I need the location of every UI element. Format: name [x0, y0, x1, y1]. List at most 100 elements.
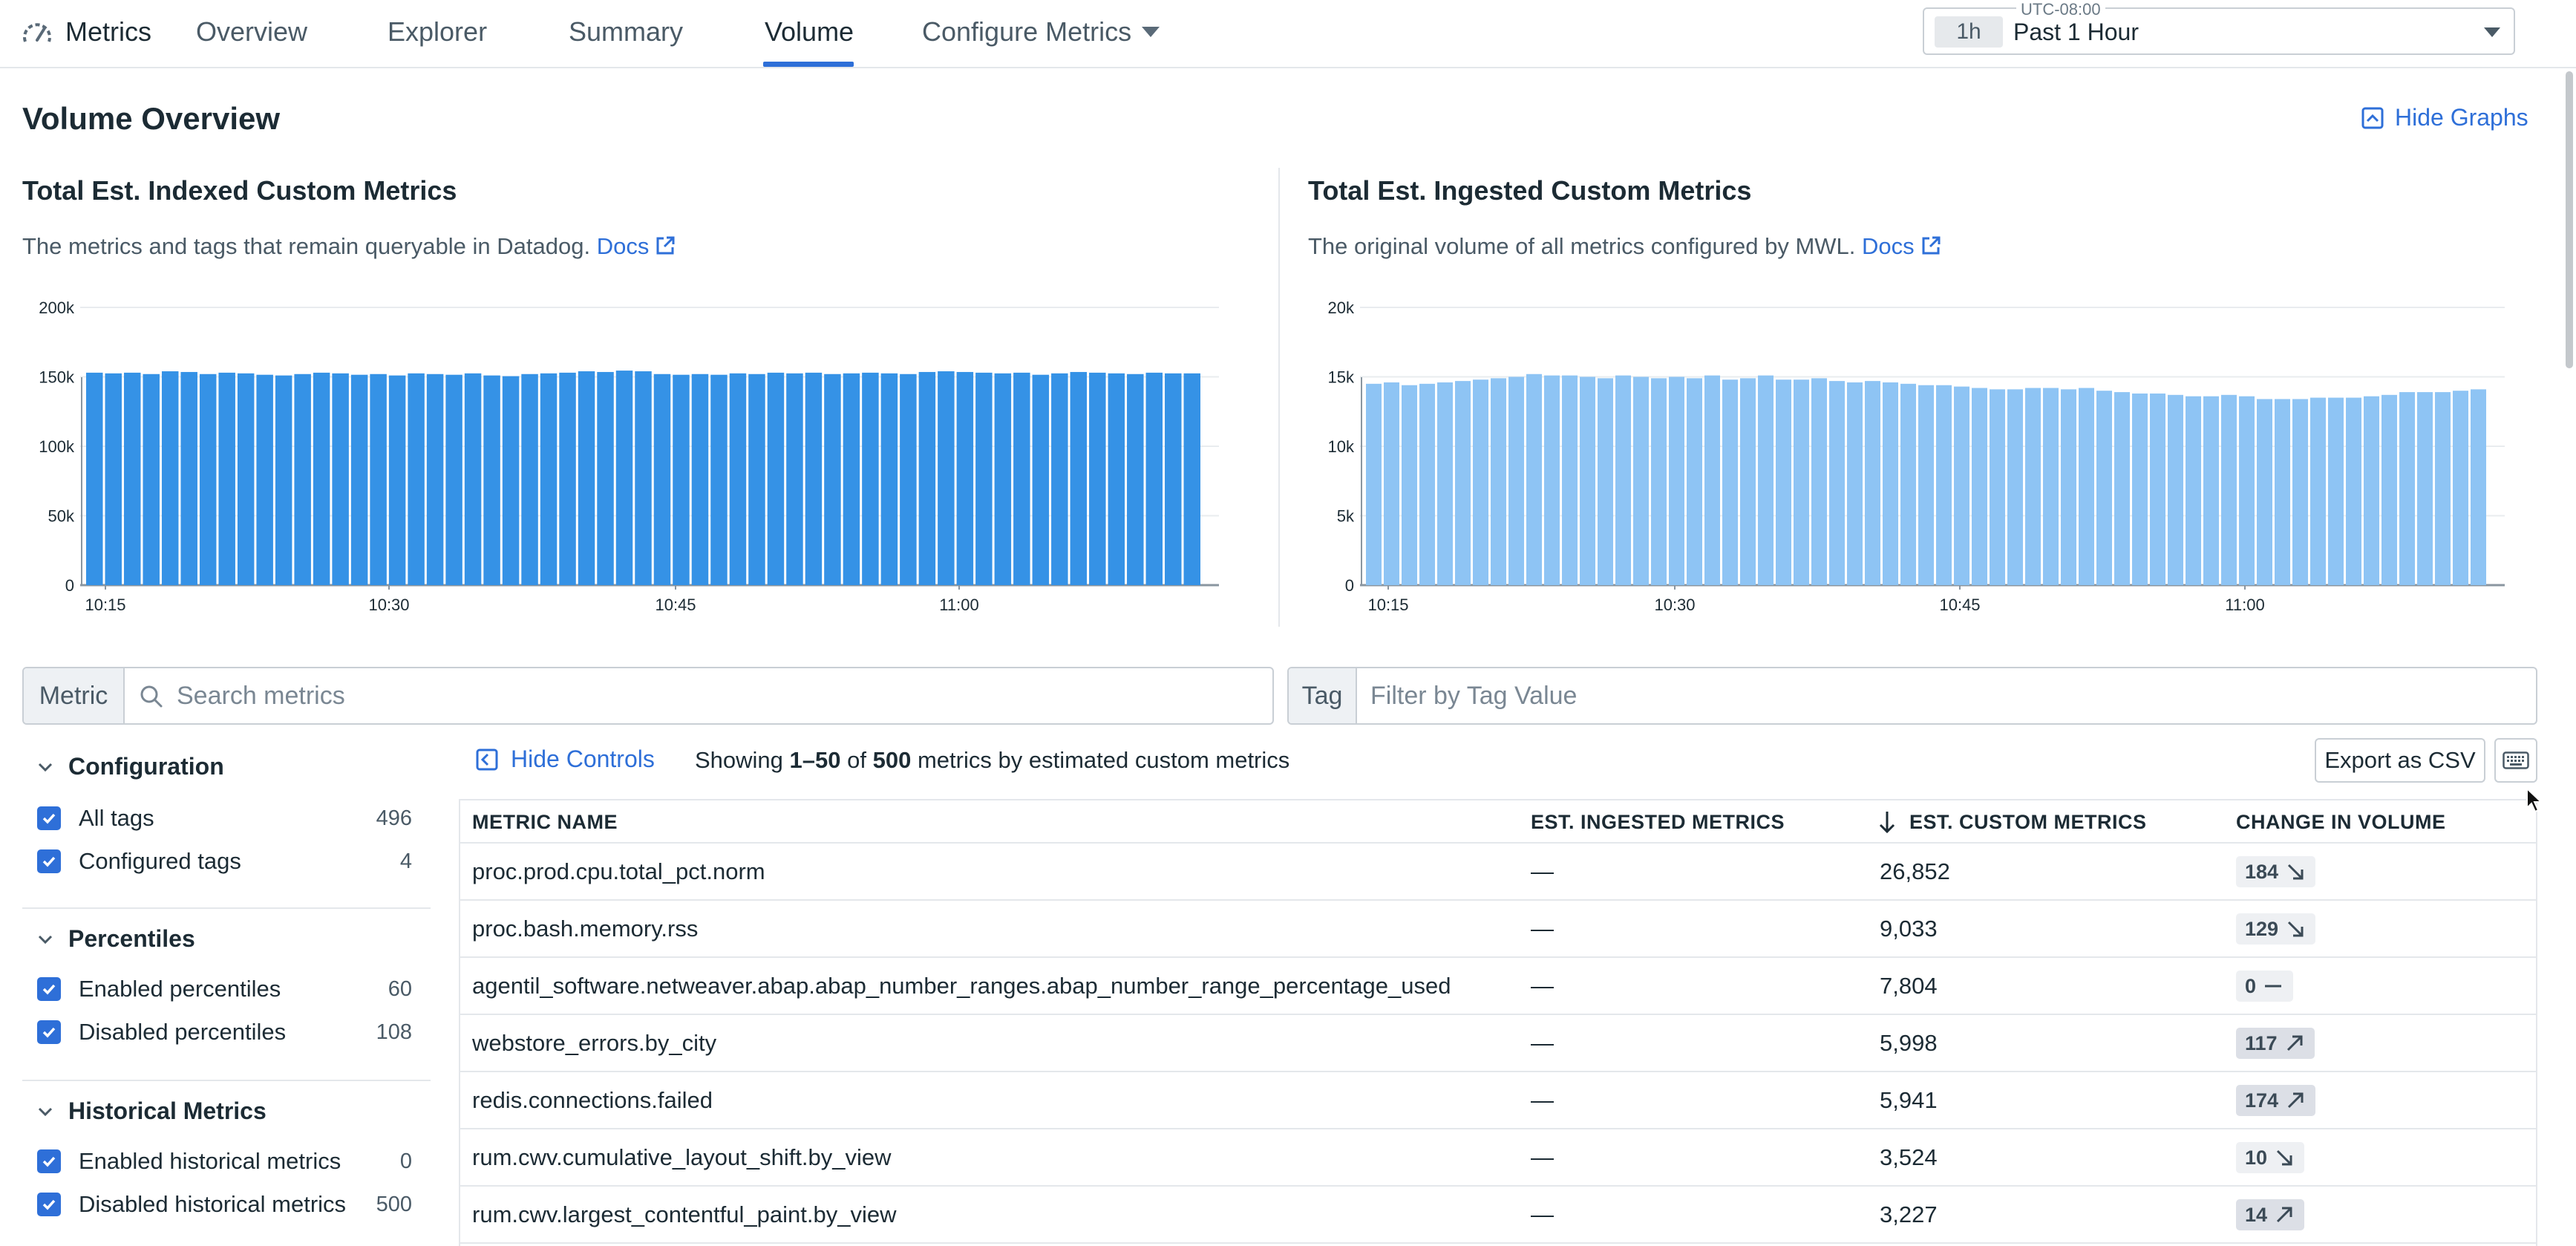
metric-search-input[interactable] — [177, 668, 1261, 723]
bar[interactable] — [2382, 394, 2397, 585]
bar[interactable] — [2417, 392, 2433, 585]
table-row[interactable]: webstore_errors.by_city — 5,998 117 — [460, 1015, 2536, 1072]
bar[interactable] — [199, 374, 217, 585]
bar[interactable] — [2275, 399, 2290, 585]
bar[interactable] — [2132, 393, 2148, 585]
bar[interactable] — [1145, 372, 1163, 585]
bar[interactable] — [1032, 374, 1050, 585]
bar[interactable] — [388, 375, 406, 585]
bar[interactable] — [2328, 397, 2344, 585]
bar[interactable] — [1526, 374, 1542, 585]
bar[interactable] — [1366, 383, 1382, 585]
bar[interactable] — [2061, 389, 2076, 585]
bar[interactable] — [1811, 378, 1827, 585]
bar[interactable] — [559, 372, 576, 585]
bar[interactable] — [275, 375, 292, 585]
bar[interactable] — [1722, 379, 1738, 585]
bar[interactable] — [578, 371, 595, 585]
bar[interactable] — [426, 374, 444, 585]
bar[interactable] — [1776, 379, 1791, 585]
bar[interactable] — [880, 373, 898, 585]
table-row[interactable]: rum.cwv.largest_contentful_paint.by_view… — [460, 1187, 2536, 1244]
bar[interactable] — [2292, 399, 2308, 585]
bar[interactable] — [2310, 397, 2326, 585]
bar[interactable] — [805, 372, 823, 585]
metric-name-cell[interactable]: rum.cwv.cumulative_layout_shift.by_view — [472, 1144, 892, 1170]
bar[interactable] — [464, 373, 482, 585]
bar[interactable] — [653, 374, 671, 585]
bar[interactable] — [1419, 383, 1435, 585]
bar[interactable] — [1758, 375, 1774, 585]
tab-overview[interactable]: Overview — [196, 16, 308, 47]
checkbox[interactable] — [37, 1193, 61, 1216]
bar[interactable] — [2114, 392, 2130, 585]
bar[interactable] — [313, 372, 330, 585]
page-scrollbar[interactable] — [2566, 71, 2573, 368]
bar[interactable] — [975, 372, 993, 585]
bar[interactable] — [408, 373, 425, 585]
bar[interactable] — [956, 371, 974, 585]
bar[interactable] — [1633, 376, 1649, 586]
bar[interactable] — [1491, 378, 1506, 585]
bar[interactable] — [1070, 371, 1088, 585]
bar[interactable] — [143, 374, 160, 585]
bar[interactable] — [2221, 394, 2237, 585]
time-range-picker[interactable]: 1h Past 1 Hour — [1923, 7, 2515, 55]
bar[interactable] — [161, 371, 179, 585]
bar[interactable] — [2239, 396, 2255, 585]
bar[interactable] — [1865, 381, 1880, 585]
metric-name-cell[interactable]: rum.cwv.largest_contentful_paint.by_view — [472, 1201, 897, 1227]
bar[interactable] — [1829, 381, 1845, 585]
bar[interactable] — [597, 371, 614, 585]
bar[interactable] — [2007, 389, 2023, 585]
checkbox[interactable] — [37, 1149, 61, 1173]
table-row[interactable]: proc.prod.cpu.total_pct.norm — 26,852 184 — [460, 844, 2536, 901]
bar[interactable] — [918, 371, 936, 585]
bar[interactable] — [1598, 378, 1613, 585]
bar[interactable] — [1544, 375, 1560, 585]
bar[interactable] — [729, 373, 747, 585]
bar[interactable] — [540, 373, 558, 585]
bar[interactable] — [1165, 373, 1182, 585]
bar[interactable] — [1918, 385, 1934, 585]
table-row[interactable]: rum.cwv.cumulative_layout_shift.by_view —… — [460, 1129, 2536, 1187]
bar[interactable] — [1013, 372, 1030, 585]
facet-item-all-tags[interactable]: All tags 496 — [37, 803, 412, 833]
bar[interactable] — [2168, 394, 2183, 585]
column-header-est-custom[interactable]: EST. CUSTOM METRICS — [1909, 811, 2147, 833]
column-header-metric-name[interactable]: METRIC NAME — [472, 811, 618, 833]
bar[interactable] — [1990, 389, 2005, 585]
time-range-chevron-down-icon[interactable] — [2484, 27, 2500, 37]
table-row[interactable]: agentil_software.netweaver.abap.abap_num… — [460, 958, 2536, 1015]
bar[interactable] — [938, 371, 955, 585]
hide-controls-button[interactable]: Hide Controls — [475, 746, 655, 773]
bar[interactable] — [237, 373, 255, 585]
bar[interactable] — [1900, 383, 1916, 585]
bar[interactable] — [1089, 372, 1106, 585]
bar[interactable] — [1473, 379, 1488, 585]
checkbox[interactable] — [37, 849, 61, 873]
bar[interactable] — [2453, 391, 2468, 585]
facet-item-disabled-historical[interactable]: Disabled historical metrics 500 — [37, 1190, 412, 1219]
bar[interactable] — [218, 372, 235, 585]
bar[interactable] — [256, 374, 273, 585]
tab-explorer[interactable]: Explorer — [388, 16, 488, 47]
bar[interactable] — [2043, 388, 2059, 585]
bar[interactable] — [2203, 396, 2219, 585]
bar[interactable] — [123, 372, 141, 585]
bar[interactable] — [1127, 374, 1144, 585]
bar[interactable] — [521, 374, 538, 585]
bar[interactable] — [824, 374, 841, 585]
bar[interactable] — [615, 371, 633, 585]
bar[interactable] — [2257, 399, 2272, 585]
bar[interactable] — [2079, 388, 2094, 585]
sort-descending-icon[interactable] — [1877, 809, 1897, 835]
bar[interactable] — [691, 374, 709, 585]
bar[interactable] — [1669, 376, 1684, 586]
bar[interactable] — [1108, 373, 1125, 585]
bar[interactable] — [294, 374, 311, 585]
bar[interactable] — [1954, 386, 1969, 585]
bar[interactable] — [350, 374, 368, 585]
keyboard-shortcuts-button[interactable] — [2494, 738, 2537, 783]
bar[interactable] — [900, 374, 917, 585]
